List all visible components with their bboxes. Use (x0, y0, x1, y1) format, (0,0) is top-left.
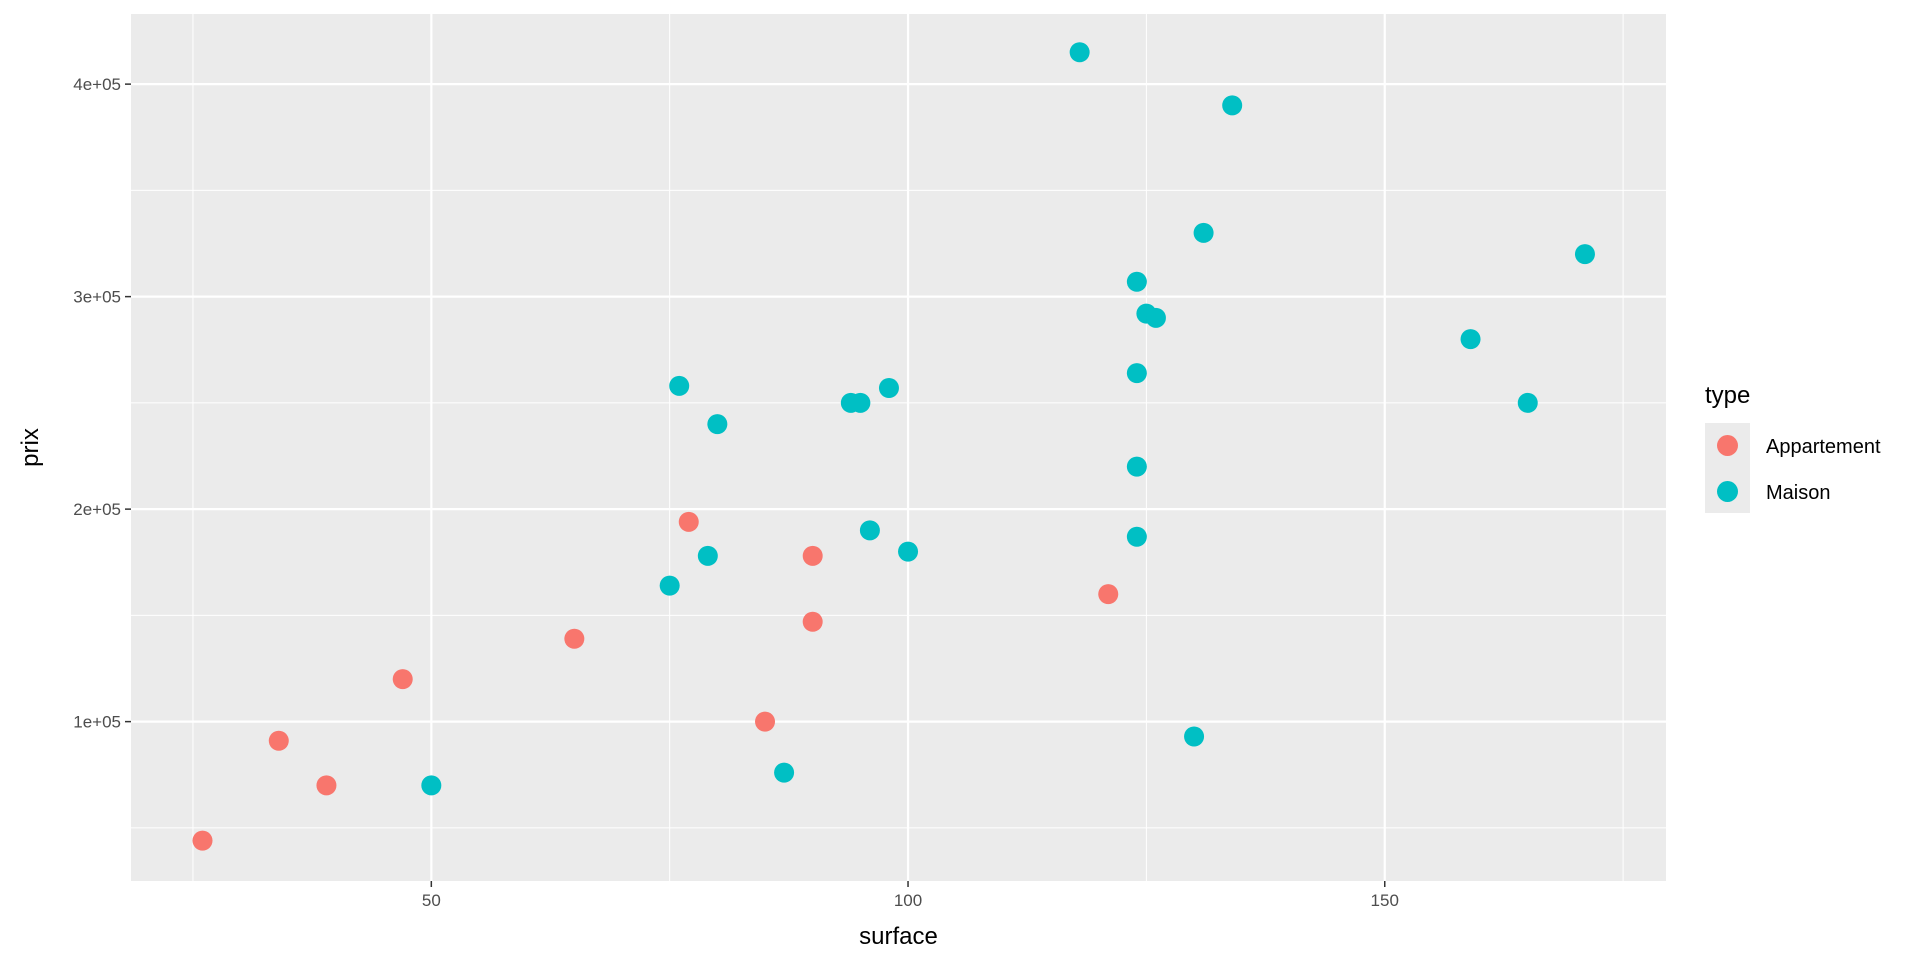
y-tick-label: 1e+05 (73, 713, 121, 732)
x-tick-label: 50 (422, 891, 441, 910)
point-appartement (316, 775, 337, 796)
point-maison (1193, 222, 1214, 243)
y-axis: 1e+05 2e+05 3e+05 4e+05 (73, 75, 131, 732)
y-tick-label: 4e+05 (73, 75, 121, 94)
legend-marker-appartement (1717, 435, 1738, 456)
point-appartement (1098, 584, 1119, 605)
y-tick-label: 2e+05 (73, 500, 121, 519)
minor-grid (131, 14, 1666, 881)
point-maison (1126, 456, 1147, 477)
point-maison (1222, 95, 1243, 116)
point-maison (1517, 392, 1538, 413)
point-appartement (802, 545, 823, 566)
point-maison (697, 545, 718, 566)
point-appartement (192, 830, 213, 851)
point-maison (1460, 329, 1481, 350)
point-maison (1184, 726, 1205, 747)
point-appartement (678, 511, 699, 532)
x-axis: 50 100 150 (422, 881, 1399, 910)
point-appartement (392, 669, 413, 690)
point-maison (850, 392, 871, 413)
point-maison (898, 541, 919, 562)
point-appartement (802, 611, 823, 632)
point-maison (878, 378, 899, 398)
legend: type Appartement Maison (1705, 382, 1881, 513)
point-maison (659, 575, 680, 596)
major-grid (131, 14, 1666, 881)
x-tick-label: 150 (1371, 891, 1399, 910)
x-axis-title: surface (859, 923, 938, 950)
legend-label-appartement: Appartement (1766, 436, 1881, 458)
x-tick-label: 100 (894, 891, 922, 910)
legend-label-maison: Maison (1766, 482, 1830, 504)
point-maison (1574, 244, 1595, 265)
point-maison (774, 762, 795, 783)
point-maison (1145, 307, 1166, 328)
y-tick-label: 3e+05 (73, 288, 121, 307)
point-maison (707, 414, 728, 435)
data-points (192, 42, 1595, 851)
point-appartement (564, 628, 585, 649)
panel-background (131, 14, 1666, 881)
point-maison (669, 375, 690, 396)
point-maison (1126, 363, 1147, 384)
point-appartement (268, 730, 289, 751)
point-maison (421, 775, 442, 796)
legend-marker-maison (1717, 481, 1738, 502)
point-appartement (755, 711, 776, 732)
point-maison (859, 520, 880, 541)
y-axis-title: prix (17, 428, 44, 467)
point-maison (1069, 42, 1090, 63)
legend-title: type (1705, 382, 1750, 409)
point-maison (1126, 526, 1147, 547)
point-maison (1126, 271, 1147, 292)
